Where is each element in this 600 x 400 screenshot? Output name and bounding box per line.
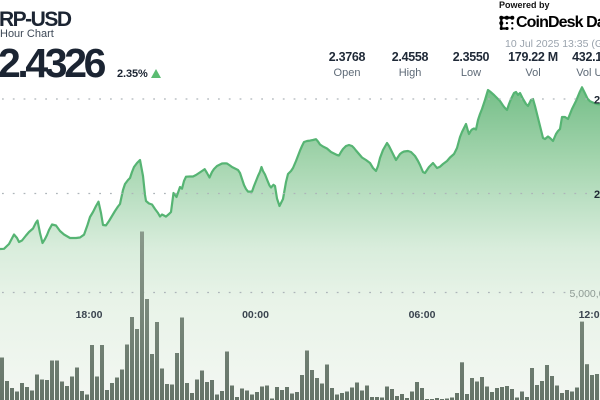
svg-text:00:00: 00:00 bbox=[242, 309, 269, 321]
svg-text:2.40: 2.40 bbox=[594, 189, 600, 201]
svg-text:18:00: 18:00 bbox=[76, 309, 103, 321]
svg-text:5,000,000: 5,000,000 bbox=[570, 288, 600, 300]
svg-text:06:00: 06:00 bbox=[409, 309, 436, 321]
svg-text:12:00: 12:00 bbox=[579, 309, 600, 321]
svg-text:2.45: 2.45 bbox=[594, 94, 600, 106]
